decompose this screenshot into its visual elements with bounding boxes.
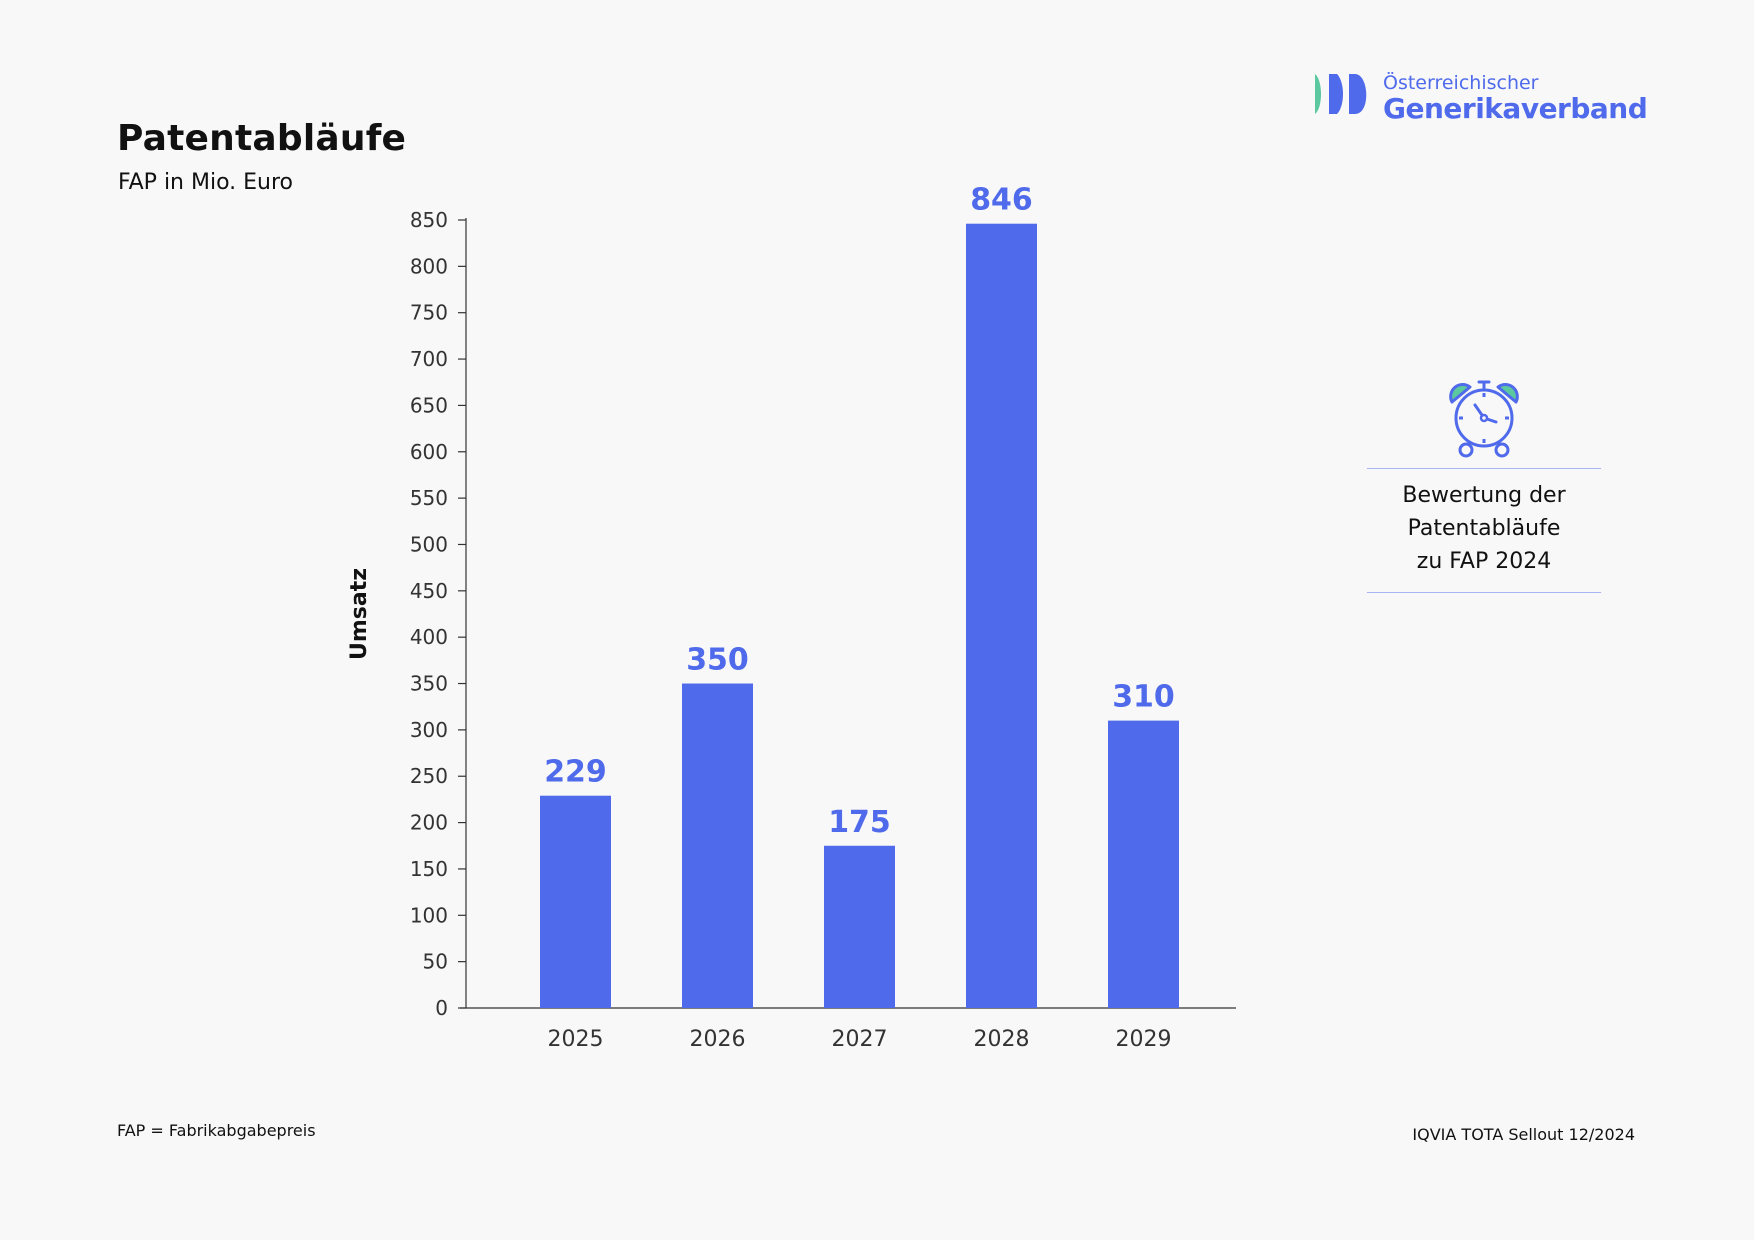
chart-subtitle: FAP in Mio. Euro bbox=[118, 170, 294, 195]
bar-2029 bbox=[1108, 720, 1179, 1008]
y-tick-label: 150 bbox=[410, 857, 448, 881]
x-tick-label-2026: 2026 bbox=[690, 1027, 746, 1052]
chart-title: Patentabläufe bbox=[117, 118, 407, 159]
bar-2028 bbox=[966, 223, 1037, 1008]
data-label-2025: 229 bbox=[544, 755, 607, 790]
logo-mark-icon bbox=[1315, 74, 1367, 114]
y-tick-label: 700 bbox=[410, 347, 448, 371]
y-tick-label: 100 bbox=[410, 903, 448, 927]
y-tick-label: 850 bbox=[410, 208, 448, 232]
y-tick-label: 600 bbox=[410, 440, 448, 464]
y-tick-label: 0 bbox=[435, 996, 448, 1020]
x-tick-label-2025: 2025 bbox=[548, 1027, 604, 1052]
brand-logo: Österreichischer Generikaverband bbox=[1313, 72, 1648, 124]
bars-group: 229 2025 350 2026 175 2027 846 2028 310 2029 bbox=[540, 183, 1179, 1052]
y-tick-label: 200 bbox=[410, 811, 448, 835]
divider-top bbox=[1367, 468, 1601, 469]
bar-2026 bbox=[682, 683, 753, 1008]
bar-2025 bbox=[540, 795, 611, 1008]
y-tick-label: 750 bbox=[410, 301, 448, 325]
data-label-2029: 310 bbox=[1112, 680, 1175, 715]
alarm-clock-icon bbox=[1449, 380, 1519, 458]
data-label-2026: 350 bbox=[686, 643, 749, 678]
y-axis-ticks: 0 50 100 150 200 250 300 350 400 450 500 550 600 650 7… bbox=[410, 208, 466, 1020]
divider-bottom bbox=[1367, 592, 1601, 593]
y-tick-label: 400 bbox=[410, 625, 448, 649]
logo-wordmark: Österreichischer Generikaverband bbox=[1383, 72, 1648, 125]
footnote-source: IQVIA TOTA Sellout 12/2024 bbox=[1412, 1125, 1635, 1144]
x-tick-label-2028: 2028 bbox=[974, 1027, 1030, 1052]
side-panel: Bewertung der Patentabläufe zu FAP 2024 bbox=[1367, 378, 1601, 593]
data-label-2027: 175 bbox=[828, 805, 891, 840]
y-tick-label: 250 bbox=[410, 764, 448, 788]
bar-2027 bbox=[824, 845, 895, 1008]
x-tick-label-2027: 2027 bbox=[832, 1027, 888, 1052]
footnote-abbreviation: FAP = Fabrikabgabepreis bbox=[117, 1121, 316, 1140]
y-axis-label: Umsatz bbox=[347, 568, 372, 660]
y-tick-label: 50 bbox=[423, 950, 448, 974]
y-tick-label: 500 bbox=[410, 532, 448, 556]
y-tick-label: 450 bbox=[410, 579, 448, 603]
y-tick-label: 550 bbox=[410, 486, 448, 510]
y-tick-label: 350 bbox=[410, 672, 448, 696]
logo-line1: Österreichischer bbox=[1383, 72, 1539, 94]
logo-line2: Generikaverband bbox=[1383, 92, 1648, 125]
y-tick-label: 650 bbox=[410, 393, 448, 417]
data-label-2028: 846 bbox=[970, 183, 1033, 218]
x-tick-label-2029: 2029 bbox=[1116, 1027, 1172, 1052]
side-panel-caption: Bewertung der Patentabläufe zu FAP 2024 bbox=[1402, 483, 1566, 574]
y-tick-label: 300 bbox=[410, 718, 448, 742]
y-tick-label: 800 bbox=[410, 254, 448, 278]
